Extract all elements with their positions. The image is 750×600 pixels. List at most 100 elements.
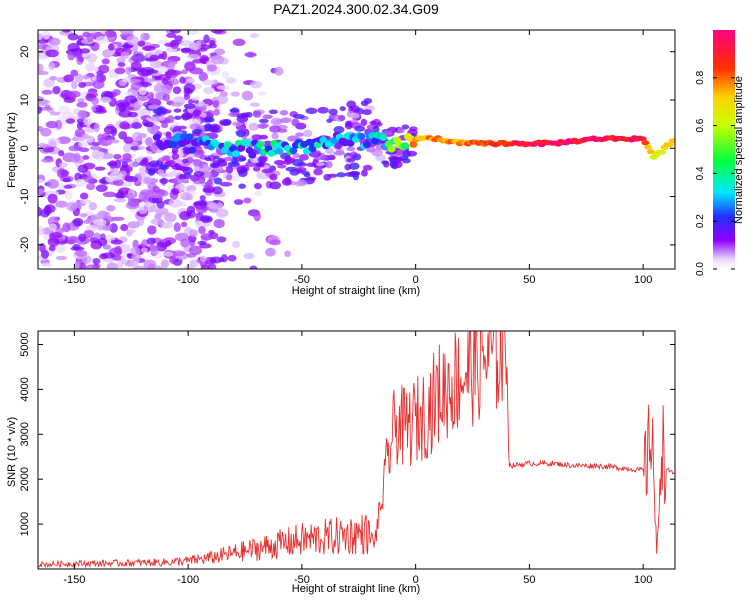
x-tick-label: -100 — [177, 274, 199, 286]
spectrogram-cell — [348, 171, 360, 178]
spectrogram-cell — [249, 102, 261, 107]
spectrogram-cell — [45, 120, 58, 129]
spectrogram-cell — [348, 162, 360, 170]
spectrogram-cell — [123, 136, 134, 144]
spectrogram-cell — [253, 182, 262, 190]
spectrogram-cell — [220, 120, 231, 126]
spectrogram-cell — [208, 202, 218, 210]
spectrogram-cell — [644, 144, 653, 150]
spectrogram-cell — [78, 82, 87, 88]
spectrogram-cell — [75, 178, 87, 188]
spectrogram-cell — [641, 140, 650, 146]
spectrogram-cell — [96, 75, 105, 81]
spectrogram-cell — [79, 192, 89, 200]
spectrogram-cell — [162, 93, 171, 102]
spectrogram-cell — [269, 181, 282, 190]
spectrogram-cell — [134, 108, 149, 118]
spectrogram-cell — [200, 233, 213, 241]
spectrogram-cell — [223, 141, 232, 149]
spectrogram-cell — [67, 42, 80, 53]
spectrogram-cell — [81, 254, 92, 265]
spectrogram-cell — [150, 218, 163, 226]
spectrogram-cell — [85, 183, 96, 191]
snr-series-line — [38, 331, 675, 569]
spectrogram-cell — [211, 54, 225, 65]
spectrogram-cell — [130, 122, 143, 130]
spectrogram-cell — [289, 147, 298, 155]
spectrogram-cell — [171, 177, 184, 185]
spectrogram-cell — [206, 64, 218, 72]
spectrogram-cell — [156, 200, 165, 209]
spectrogram-cell — [118, 110, 133, 118]
spectrogram-cell — [170, 78, 180, 86]
spectrogram-cell — [62, 222, 71, 233]
spectrogram-cell — [106, 205, 116, 212]
spectrogram-cell — [160, 122, 169, 129]
spectrogram-cell — [350, 112, 360, 119]
spectrogram-cell — [371, 137, 380, 145]
x-tick-label: 0 — [413, 274, 419, 286]
spectrogram-cell — [236, 115, 249, 123]
spectrogram-cell — [216, 236, 227, 243]
snr-y-ticks: 1000 2000 3000 4000 5000 — [19, 332, 675, 536]
spectrogram-cell — [41, 30, 51, 40]
spectrogram-cell — [668, 138, 675, 144]
spectrogram-cell — [182, 158, 189, 164]
spectrogram-cell — [48, 223, 58, 232]
spectrogram-cell — [163, 251, 174, 257]
spectrogram-cell — [146, 237, 156, 245]
spectrogram-cell — [204, 156, 212, 161]
colorbar-tick-label: 0.6 — [695, 118, 706, 132]
spectrogram-cell — [74, 73, 84, 83]
spectrogram-cell — [231, 150, 240, 158]
y-tick-label: 10 — [19, 94, 31, 106]
spectrogram-cell — [82, 155, 90, 160]
spectrogram-cell — [383, 160, 390, 168]
y-tick-label: 0 — [19, 145, 31, 151]
spectrogram-cell — [328, 108, 338, 116]
spectrogram-cell — [158, 53, 165, 59]
spectrogram-cell — [239, 126, 246, 131]
spectrogram-cell — [153, 83, 165, 93]
spectrogram-cell — [165, 240, 172, 246]
spectrogram-cell — [243, 252, 255, 260]
spectrogram-cell — [73, 152, 81, 163]
spectrogram-cell — [218, 257, 225, 263]
spectrogram-cell — [63, 184, 73, 189]
spectrogram-cell — [248, 151, 257, 159]
spectrogram-cell — [196, 205, 208, 214]
spectrogram-cell — [47, 178, 59, 189]
spectrogram-cell — [90, 240, 103, 250]
spectrogram-cell — [154, 213, 162, 220]
spectrogram-cell — [85, 224, 99, 231]
spectrogram-cell — [257, 91, 267, 96]
spectrogram-cell — [106, 161, 118, 167]
spectrogram-cell — [132, 239, 139, 250]
spectrogram-cell — [121, 161, 128, 168]
spectrogram-cell — [192, 109, 202, 117]
spectrogram-cell — [166, 32, 177, 39]
spectrogram-cell — [185, 133, 194, 141]
spectrogram-cell — [104, 30, 117, 38]
spectrogram-cell — [157, 169, 164, 175]
y-tick-label: 20 — [19, 46, 31, 58]
spectrogram-cell — [101, 58, 110, 65]
spectrogram-cell — [198, 44, 213, 50]
spectrogram-cell — [215, 208, 229, 218]
y-tick-label: 3000 — [19, 422, 31, 446]
spectrogram-cell — [127, 197, 140, 208]
spectrogram-cell — [85, 62, 96, 72]
spectrogram-cell — [167, 160, 175, 166]
colorbar-ticks: 0.0 0.2 0.4 0.6 0.8 — [695, 70, 735, 276]
spectrogram-cell — [88, 202, 98, 211]
spectrogram-cell — [188, 146, 197, 154]
spectrogram-cell — [206, 179, 213, 187]
spectrogram-cell — [40, 208, 50, 218]
spectrogram-cell — [47, 137, 61, 148]
snr-frame — [37, 330, 676, 570]
spectrogram-cell — [129, 145, 141, 151]
spectrogram-cell — [76, 101, 88, 108]
spectrogram-cell — [173, 108, 182, 113]
spectrogram-cell — [363, 98, 373, 104]
